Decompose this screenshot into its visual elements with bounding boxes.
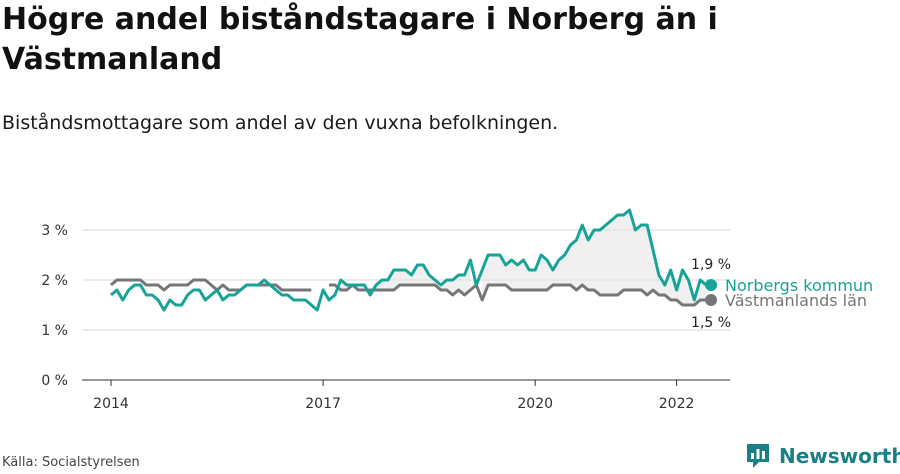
brand-logo: Newsworthy (745, 441, 900, 471)
y-tick-label: 2 % (41, 273, 68, 289)
x-tick-label: 2014 (93, 396, 129, 412)
series-line-vastmanland (110, 278, 713, 307)
series-line-norberg (110, 208, 708, 312)
y-tick-label: 0 % (41, 373, 68, 389)
chart-title: Högre andel biståndstagare i Norberg än … (2, 2, 718, 77)
newsworthy-logo-icon (747, 444, 769, 468)
series-label-norberg: Norbergs kommun (725, 276, 873, 295)
x-tick-label: 2017 (305, 396, 341, 412)
end-value-norberg: 1,9 % (691, 257, 731, 273)
y-tick-label: 1 % (41, 323, 68, 339)
chart-subtitle: Biståndsmottagare som andel av den vuxna… (2, 112, 559, 134)
source-note: Källa: Socialstyrelsen (2, 455, 140, 470)
x-tick-label: 2020 (517, 396, 553, 412)
x-tick-label: 2022 (659, 396, 695, 412)
series-label-vastmanland: Västmanlands län (725, 291, 867, 310)
difference-band (482, 210, 707, 305)
end-point-norberg (705, 279, 718, 291)
end-value-vastmanland: 1,5 % (691, 315, 731, 331)
end-point-vastmanland (705, 294, 718, 306)
y-tick-label: 3 % (41, 223, 68, 239)
difference-band (376, 260, 471, 295)
brand-name: Newsworthy (779, 444, 900, 468)
